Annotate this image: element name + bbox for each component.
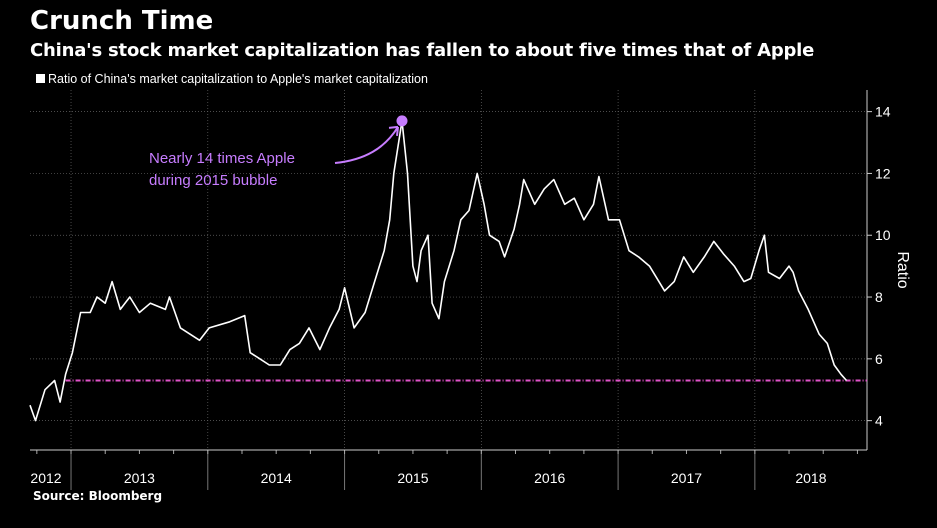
chart-subtitle: China's stock market capitalization has … xyxy=(30,40,815,61)
x-tick-label: 2018 xyxy=(795,470,826,486)
x-tick-label: 2015 xyxy=(397,470,428,486)
series-line xyxy=(29,120,848,422)
annotation-arrowhead xyxy=(388,125,399,137)
annotation-text: Nearly 14 times Apple xyxy=(149,150,295,167)
source-note: Source: Bloomberg xyxy=(33,489,163,503)
peak-marker xyxy=(396,115,408,127)
x-tick-label: 2013 xyxy=(124,470,155,486)
annotation-arrow xyxy=(334,126,399,164)
chart-title: Crunch Time xyxy=(30,6,214,36)
y-tick-label: 14 xyxy=(875,104,891,120)
y-tick-label: 8 xyxy=(875,289,883,305)
x-tick-label: 2016 xyxy=(534,470,565,486)
legend-label: Ratio of China's market capitalization t… xyxy=(48,72,428,86)
y-tick-label: 10 xyxy=(875,227,891,243)
annotation-text: during 2015 bubble xyxy=(149,172,277,189)
legend-swatch xyxy=(36,74,45,83)
y-tick-label: 4 xyxy=(875,413,883,429)
x-tick-label: 2017 xyxy=(671,470,702,486)
x-tick-label: 2014 xyxy=(261,470,292,486)
x-tick-label: 2012 xyxy=(30,470,61,486)
y-axis-label: Ratio xyxy=(894,251,911,288)
legend: Ratio of China's market capitalization t… xyxy=(36,72,428,86)
y-tick-label: 12 xyxy=(875,165,891,181)
y-tick-label: 6 xyxy=(875,351,883,367)
